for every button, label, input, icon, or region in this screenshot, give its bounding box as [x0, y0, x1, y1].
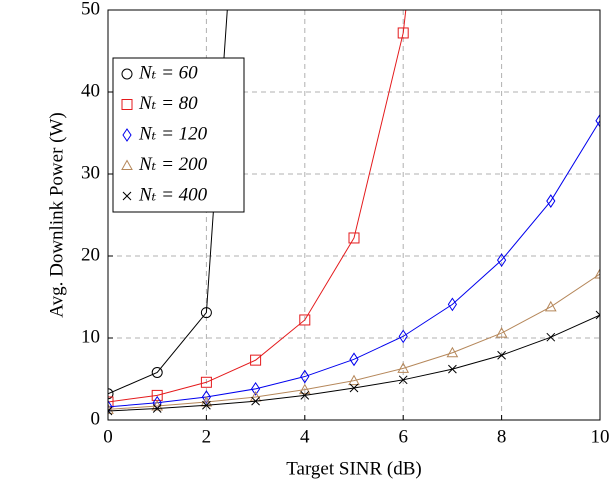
marker [446, 346, 459, 358]
marker [546, 194, 556, 208]
plot-area [108, 10, 600, 416]
marker [595, 310, 600, 320]
x-tick-label: 10 [591, 426, 610, 447]
y-axis-label: Avg. Downlink Power (W) [46, 112, 67, 317]
marker [251, 396, 260, 406]
marker [202, 400, 211, 410]
legend-marker [122, 191, 132, 201]
marker [201, 390, 212, 404]
marker [108, 388, 114, 400]
marker [152, 404, 162, 413]
marker [200, 395, 213, 407]
legend-box [112, 57, 245, 213]
series-line [108, 10, 407, 403]
marker [200, 307, 212, 319]
marker [108, 396, 114, 408]
marker [250, 381, 261, 396]
y-tick-label: 50 [81, 0, 100, 19]
series-line [108, 273, 600, 410]
series-line [108, 314, 600, 412]
marker [544, 300, 557, 312]
legend-label: Nₜ = 120 [138, 123, 208, 144]
series-line [108, 120, 600, 408]
legend-label: Nₜ = 200 [138, 154, 208, 175]
y-tick-label: 0 [91, 408, 101, 429]
marker [546, 332, 556, 342]
marker [495, 327, 508, 338]
legend-marker [121, 68, 133, 80]
marker [299, 314, 311, 326]
y-tick-label: 10 [81, 326, 100, 347]
marker [447, 297, 458, 312]
marker [594, 268, 600, 279]
x-tick-label: 6 [398, 426, 408, 447]
x-tick-label: 2 [202, 426, 212, 447]
marker [398, 329, 408, 344]
marker [496, 253, 507, 268]
marker [398, 375, 408, 385]
marker [497, 350, 506, 360]
marker [348, 232, 360, 244]
legend-label: Nₜ = 60 [138, 62, 198, 83]
marker [349, 352, 359, 367]
plot-frame [107, 9, 601, 421]
y-tick-label: 20 [81, 244, 100, 265]
x-tick-label: 0 [103, 426, 113, 447]
legend-label: Nₜ = 80 [138, 93, 198, 114]
marker [151, 366, 163, 378]
marker [397, 362, 410, 373]
marker [300, 391, 310, 400]
legend-marker [122, 128, 132, 142]
marker [349, 383, 359, 393]
marker [108, 399, 113, 414]
legend-label: Nₜ = 400 [138, 184, 208, 205]
x-tick-label: 8 [497, 426, 507, 447]
y-tick-label: 40 [81, 80, 100, 101]
marker [200, 376, 212, 388]
y-tick-label: 30 [81, 162, 100, 183]
x-tick-label: 4 [300, 426, 310, 447]
marker [595, 113, 600, 128]
legend-marker [121, 99, 133, 110]
series-line [108, 10, 228, 395]
marker [397, 27, 409, 39]
marker [300, 369, 310, 384]
x-axis-label: Target SINR (dB) [286, 458, 422, 479]
marker [250, 354, 262, 366]
marker [448, 364, 457, 374]
marker [348, 374, 360, 386]
marker [108, 406, 113, 416]
legend-marker [121, 159, 133, 170]
marker [298, 383, 311, 395]
